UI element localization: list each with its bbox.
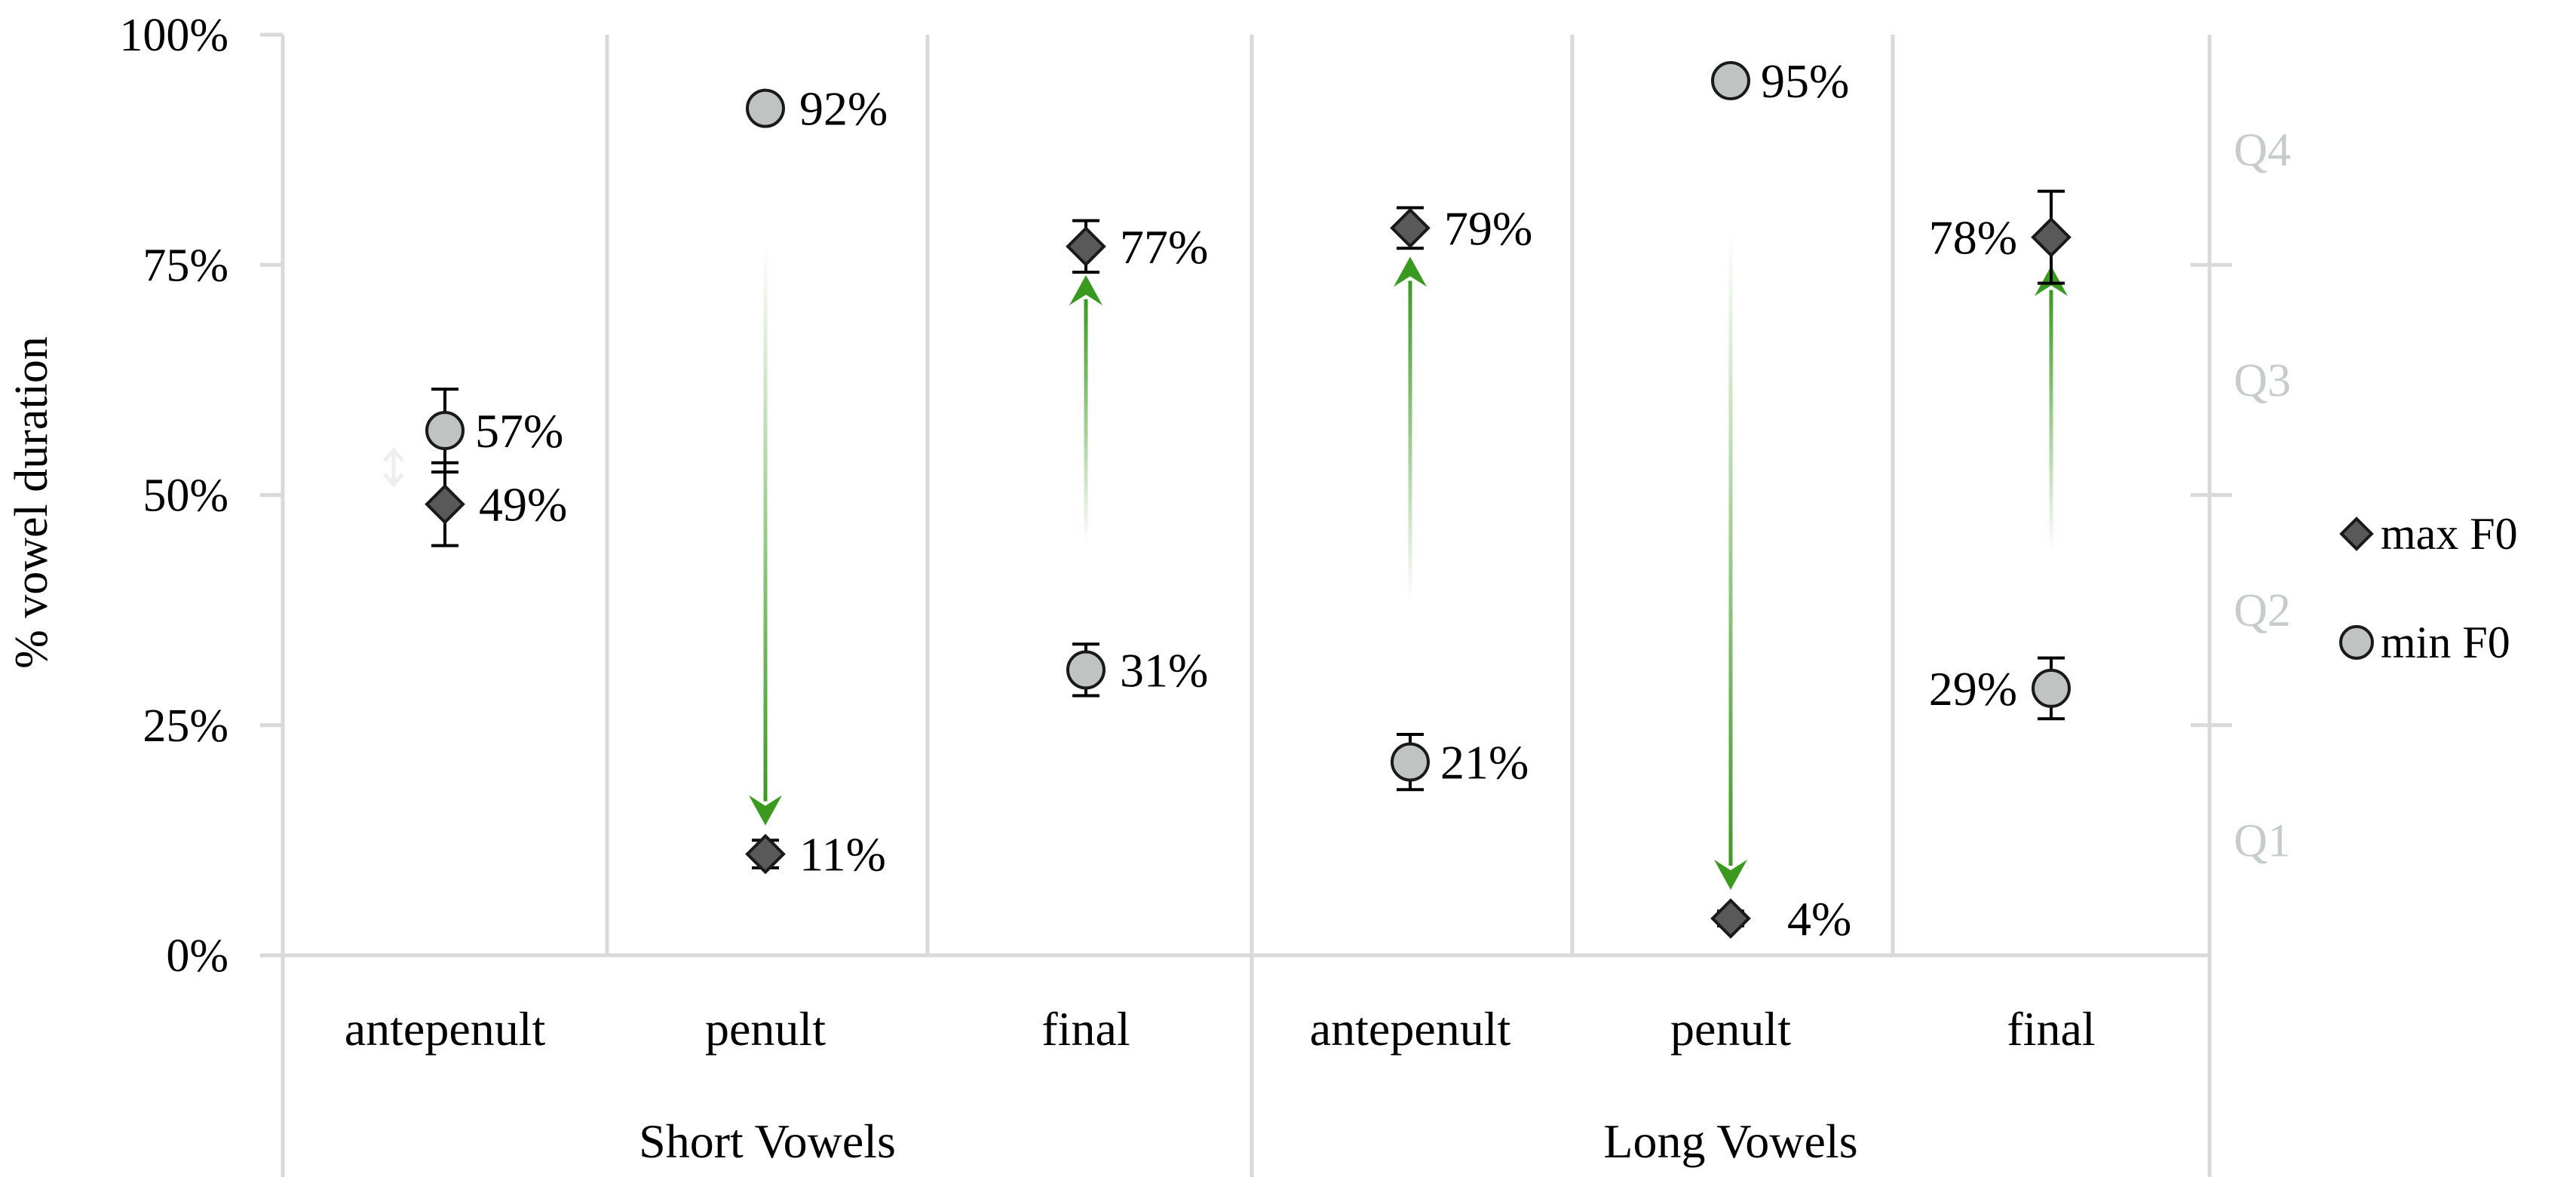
data-label: 49%	[479, 478, 567, 532]
max-f0-point	[745, 833, 786, 875]
min-f0-point	[425, 411, 465, 451]
data-label: 78%	[1929, 211, 2017, 265]
labels: 0% 25% 50% 75% 100% Q4 Q3 Q2 Q1 antepenult penult f…	[6, 10, 2291, 1168]
y-tick-label: 0%	[166, 930, 228, 982]
min-f0-point	[1066, 650, 1106, 690]
legend-label: min F0	[2381, 618, 2510, 667]
max-f0-point	[1066, 226, 1106, 267]
min-f0-point	[1711, 61, 1750, 101]
faint-arrow	[383, 447, 404, 488]
max-f0-point	[2031, 216, 2072, 258]
data-label: 21%	[1440, 736, 1529, 789]
arrow-shaft	[1408, 280, 1412, 602]
faint-arrow-head	[383, 447, 404, 462]
data-label: 29%	[1929, 662, 2017, 716]
quartile-label: Q1	[2234, 815, 2291, 866]
y-tick-label: 50%	[143, 470, 228, 522]
category-label: antepenult	[345, 1002, 546, 1056]
max-f0-point	[1390, 207, 1431, 249]
category-label: final	[1041, 1002, 1130, 1056]
category-label: penult	[705, 1002, 826, 1056]
arrow-shaft	[1728, 231, 1733, 866]
y-tick-label: 25%	[143, 700, 228, 752]
arrow-head	[749, 795, 782, 826]
data-label: 79%	[1444, 201, 1532, 255]
group-label: Long Vowels	[1603, 1114, 1857, 1168]
min-f0-point	[1391, 742, 1430, 782]
quartile-label: Q2	[2234, 585, 2291, 636]
legend: max F0 min F0	[2339, 509, 2518, 667]
max-f0-point	[1710, 898, 1751, 939]
y-axis-title: % vowel duration	[6, 336, 57, 669]
y-tick-label: 75%	[143, 240, 228, 291]
data-label: 77%	[1120, 220, 1208, 274]
data-points	[425, 61, 2072, 939]
arrow-head	[1714, 860, 1747, 890]
data-label: 31%	[1120, 643, 1208, 697]
max-f0-point	[425, 483, 465, 525]
quartile-label: Q3	[2234, 355, 2291, 406]
arrow-shaft	[763, 242, 768, 802]
arrow-head	[1394, 256, 1427, 287]
grid	[260, 32, 2232, 1177]
arrows	[383, 231, 2068, 890]
min-f0-point	[2032, 668, 2071, 708]
legend-max-f0-marker	[2339, 516, 2374, 551]
data-label: 57%	[475, 404, 563, 458]
data-label: 4%	[1787, 892, 1851, 946]
y-tick-label: 100%	[119, 10, 228, 61]
category-label: final	[2007, 1002, 2095, 1056]
arrow-shaft	[2049, 290, 2053, 553]
data-label: 95%	[1761, 54, 1849, 108]
legend-label: max F0	[2381, 509, 2518, 559]
data-label: 11%	[799, 828, 886, 881]
quartile-label: Q4	[2234, 125, 2291, 176]
arrow-head	[1069, 274, 1102, 305]
category-label: penult	[1670, 1002, 1791, 1056]
min-f0-point	[746, 88, 785, 128]
group-label: Short Vowels	[639, 1114, 896, 1168]
arrow-shaft	[1084, 299, 1088, 543]
data-label: 92%	[799, 82, 888, 136]
category-label: antepenult	[1310, 1002, 1511, 1056]
faint-arrow-head	[383, 473, 404, 488]
legend-min-f0-marker	[2339, 625, 2374, 660]
